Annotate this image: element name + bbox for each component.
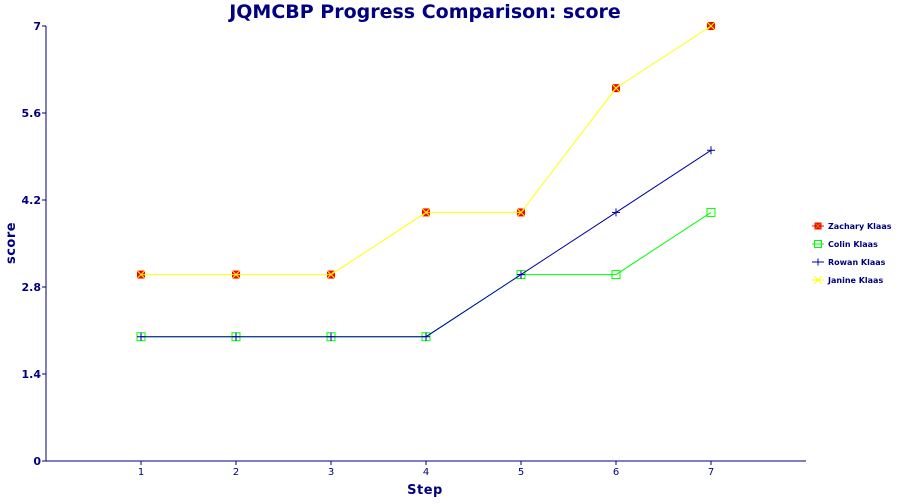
series-janine-klaas-marker <box>326 270 336 279</box>
series-janine-klaas-marker <box>706 21 716 31</box>
series-zachary-klaas <box>137 22 715 279</box>
legend-zachary-klaas: Zachary Klaas <box>812 222 892 231</box>
series-colin-klaas-marker <box>611 270 621 280</box>
series-janine-klaas-line <box>141 25 712 276</box>
y-tick-label: 5.6 <box>22 107 42 120</box>
series-rowan-klaas-marker <box>232 332 240 341</box>
series-rowan-klaas-marker <box>327 332 335 341</box>
x-tick-label: 1 <box>138 467 144 478</box>
y-tick-label: 7 <box>33 20 41 33</box>
y-axis-label: score <box>4 222 19 264</box>
series-janine-klaas-marker <box>231 270 241 279</box>
series-janine-klaas <box>136 21 716 279</box>
series-janine-klaas-marker <box>516 208 526 217</box>
x-ticks: 1 2 3 4 5 6 7 <box>138 461 714 478</box>
legend-rowan-klaas-marker <box>814 258 822 266</box>
legend-rowan-klaas-label: Rowan Klaas <box>828 258 886 267</box>
legend-zachary-klaas-marker <box>814 222 822 230</box>
x-axis-label: Step <box>407 483 443 498</box>
y-tick-label: 2.8 <box>22 281 42 294</box>
series-rowan-klaas-marker <box>517 270 525 279</box>
series-rowan-klaas-marker <box>707 146 715 155</box>
chart-title: JQMCBP Progress Comparison: score <box>227 1 621 23</box>
x-tick-label: 6 <box>613 467 619 478</box>
y-tick-label: 4.2 <box>22 194 42 207</box>
legend-zachary-klaas-label: Zachary Klaas <box>828 222 892 231</box>
series-layer <box>136 21 716 342</box>
y-tick-label: 1.4 <box>22 368 42 381</box>
legend-janine-klaas: Janine Klaas <box>812 276 883 285</box>
x-tick-label: 2 <box>233 467 239 478</box>
series-rowan-klaas-line <box>141 149 712 338</box>
series-janine-klaas-marker <box>421 208 431 217</box>
axes <box>45 26 806 462</box>
x-tick-label: 4 <box>423 467 429 478</box>
x-tick-label: 7 <box>708 467 714 478</box>
y-tick-label: 0 <box>33 455 41 468</box>
y-ticks: 0 1.4 2.8 4.2 5.6 7 <box>22 20 46 468</box>
legend-janine-klaas-label: Janine Klaas <box>827 276 883 285</box>
series-janine-klaas-marker <box>136 270 146 279</box>
series-rowan-klaas-marker <box>137 332 145 341</box>
legend-janine-klaas-marker <box>814 276 822 284</box>
legend: Zachary Klaas Colin Klaas Rowan Klaas Janin… <box>812 222 892 285</box>
legend-colin-klaas-marker <box>814 240 822 248</box>
series-rowan-klaas-marker <box>422 332 430 341</box>
legend-colin-klaas-label: Colin Klaas <box>828 240 878 249</box>
legend-colin-klaas: Colin Klaas <box>812 240 878 249</box>
series-rowan-klaas-marker <box>612 208 620 217</box>
x-tick-label: 3 <box>328 467 334 478</box>
x-tick-label: 5 <box>518 467 524 478</box>
legend-rowan-klaas: Rowan Klaas <box>812 258 886 267</box>
series-colin-klaas-marker <box>706 207 716 217</box>
series-janine-klaas-marker <box>611 83 621 93</box>
series-rowan-klaas <box>137 146 715 341</box>
